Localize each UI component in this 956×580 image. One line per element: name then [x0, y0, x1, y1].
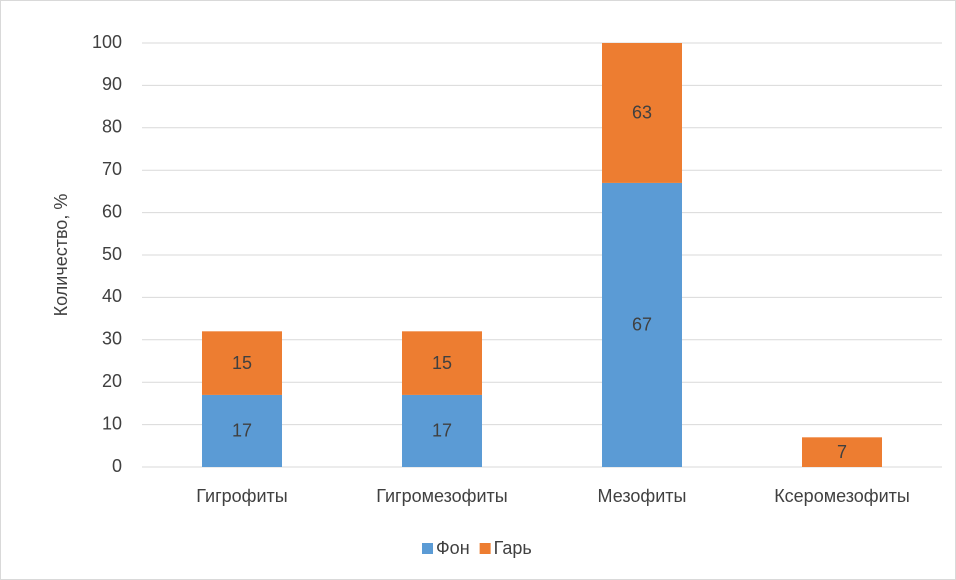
- data-label: 67: [632, 315, 652, 335]
- x-tick-label: Гигрофиты: [196, 486, 287, 506]
- y-tick-label: 40: [102, 286, 122, 306]
- y-tick-label: 30: [102, 329, 122, 349]
- y-axis-title: Количество, %: [51, 194, 71, 317]
- y-tick-label: 50: [102, 244, 122, 264]
- y-tick-label: 70: [102, 159, 122, 179]
- bar-segment: [402, 331, 482, 395]
- y-tick-label: 100: [92, 32, 122, 52]
- data-label: 15: [432, 353, 452, 373]
- legend-label: Гарь: [494, 538, 532, 558]
- data-label: 15: [232, 353, 252, 373]
- data-label: 7: [837, 442, 847, 462]
- data-label: 63: [632, 103, 652, 123]
- bar-segment: [602, 182, 682, 467]
- x-tick-label: Ксеромезофиты: [774, 486, 910, 506]
- y-tick-label: 20: [102, 371, 122, 391]
- bar-segment: [202, 394, 282, 467]
- bar-segment: [402, 394, 482, 467]
- bar-segment: [202, 331, 282, 395]
- data-label: 17: [232, 421, 252, 441]
- bar-segment: [802, 437, 882, 467]
- legend-swatch: [479, 543, 491, 554]
- bar-segment: [602, 43, 682, 183]
- y-tick-label: 0: [112, 456, 122, 476]
- x-tick-label: Гигромезофиты: [376, 486, 507, 506]
- y-tick-label: 60: [102, 201, 122, 221]
- legend-swatch: [422, 543, 433, 554]
- y-tick-label: 10: [102, 413, 122, 433]
- x-tick-label: Мезофиты: [598, 486, 687, 506]
- legend-label: Фон: [436, 538, 470, 558]
- plot-area: [202, 43, 882, 467]
- data-label: 17: [432, 421, 452, 441]
- y-tick-label: 90: [102, 74, 122, 94]
- y-tick-label: 80: [102, 117, 122, 137]
